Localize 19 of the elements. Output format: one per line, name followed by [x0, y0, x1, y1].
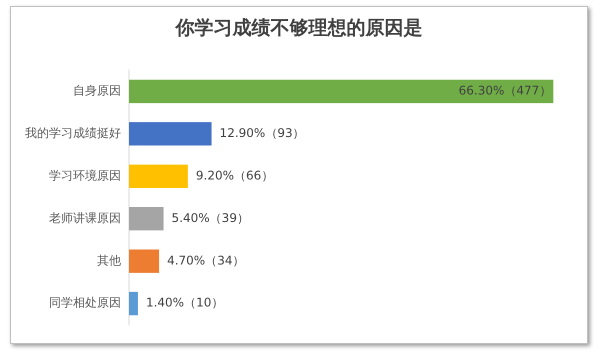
y-tick-label: 学习环境原因 — [49, 168, 121, 182]
bar — [129, 80, 554, 104]
y-tick-label: 我的学习成绩挺好 — [25, 126, 121, 140]
data-label: 66.30%（477） — [458, 84, 552, 98]
data-label: 5.40%（39） — [172, 210, 249, 225]
bar — [129, 122, 212, 146]
y-tick-label: 自身原因 — [73, 84, 121, 98]
bar — [129, 164, 188, 188]
data-label: 12.90%（93） — [220, 126, 305, 140]
bar — [129, 249, 160, 273]
y-tick-label: 其他 — [97, 253, 121, 268]
bar — [129, 207, 164, 230]
data-label: 4.70%（34） — [167, 253, 244, 268]
bar — [129, 292, 138, 316]
data-label: 9.20%（66） — [196, 168, 274, 182]
y-tick-label: 老师讲课原因 — [49, 210, 121, 225]
y-tick-label: 同学相处原因 — [49, 296, 121, 310]
data-label: 1.40%（10） — [146, 296, 224, 310]
chart-title: 你学习成绩不够理想的原因是 — [174, 16, 424, 41]
